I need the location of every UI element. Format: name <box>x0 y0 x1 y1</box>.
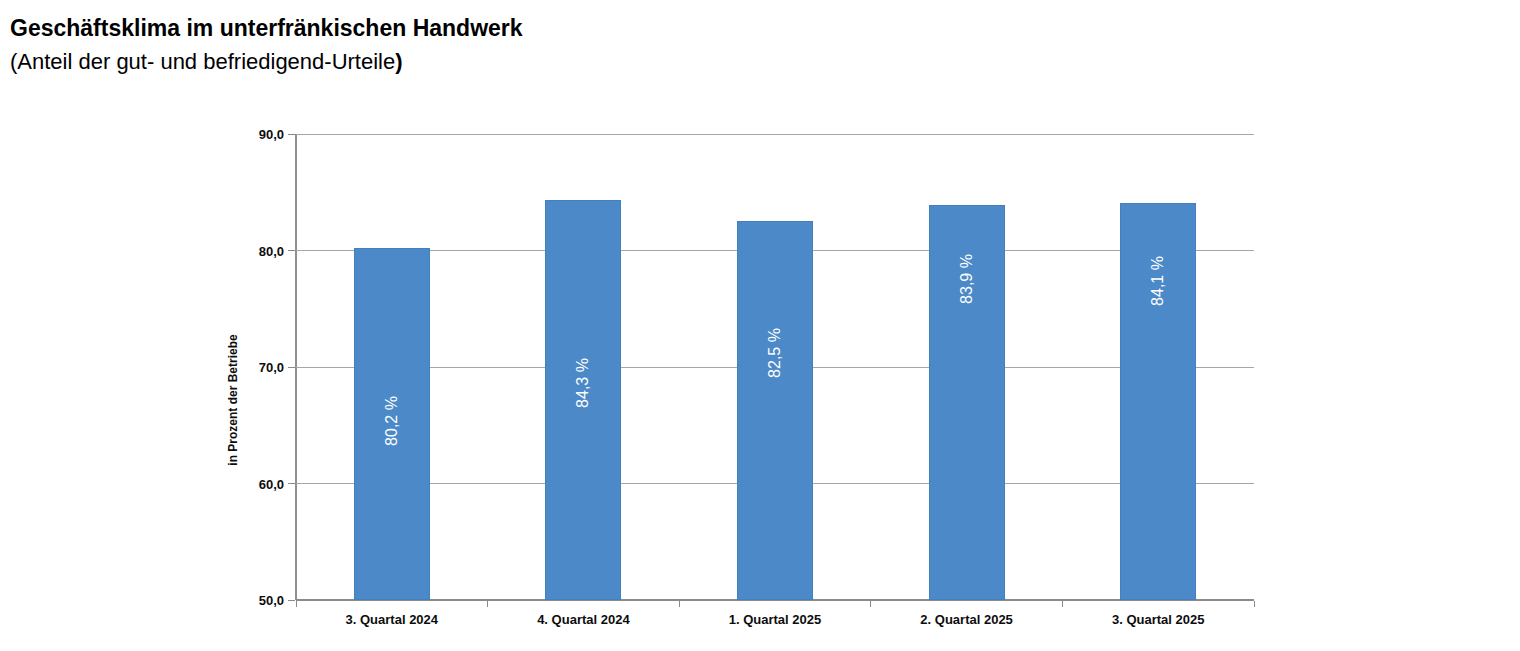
x-tick-label: 4. Quartal 2024 <box>537 612 630 627</box>
plot-area: 90,080,070,060,050,080,2 %3. Quartal 202… <box>296 134 1254 600</box>
y-tick-mark <box>288 600 295 601</box>
chart-title-block: Geschäftsklima im unterfränkischen Handw… <box>10 12 523 78</box>
x-tick-mark <box>1062 601 1063 607</box>
y-tick-mark <box>288 483 295 484</box>
bar-value-label: 84,3 % <box>574 358 592 408</box>
x-tick-mark <box>1254 601 1255 607</box>
x-tick-mark <box>296 601 297 607</box>
x-tick-mark <box>679 601 680 607</box>
y-tick-label: 60,0 <box>259 476 284 491</box>
x-tick-label: 1. Quartal 2025 <box>729 612 822 627</box>
bar <box>737 221 813 600</box>
bar-value-label: 82,5 % <box>766 328 784 378</box>
bar-value-label: 80,2 % <box>383 396 401 446</box>
gridline <box>296 134 1254 135</box>
chart-subtitle: (Anteil der gut- und befriedigend-Urteil… <box>10 45 523 78</box>
x-tick-mark <box>487 601 488 607</box>
chart-title: Geschäftsklima im unterfränkischen Handw… <box>10 12 523 45</box>
x-tick-label: 2. Quartal 2025 <box>920 612 1013 627</box>
y-tick-label: 80,0 <box>259 243 284 258</box>
y-tick-label: 70,0 <box>259 360 284 375</box>
y-tick-label: 50,0 <box>259 593 284 608</box>
x-tick-label: 3. Quartal 2025 <box>1112 612 1205 627</box>
chart-subtitle-text: (Anteil der gut- und befriedigend-Urteil… <box>10 49 395 74</box>
x-tick-label: 3. Quartal 2024 <box>346 612 439 627</box>
bar-value-label: 83,9 % <box>958 254 976 304</box>
y-axis-title: in Prozent der Betriebe <box>226 334 240 465</box>
y-tick-mark <box>288 250 295 251</box>
chart-subtitle-paren: ) <box>395 49 402 74</box>
y-tick-mark <box>288 134 295 135</box>
x-tick-mark <box>870 601 871 607</box>
y-tick-mark <box>288 367 295 368</box>
bar-value-label: 84,1 % <box>1149 256 1167 306</box>
y-tick-label: 90,0 <box>259 127 284 142</box>
chart-page: Geschäftsklima im unterfränkischen Handw… <box>0 0 1520 651</box>
